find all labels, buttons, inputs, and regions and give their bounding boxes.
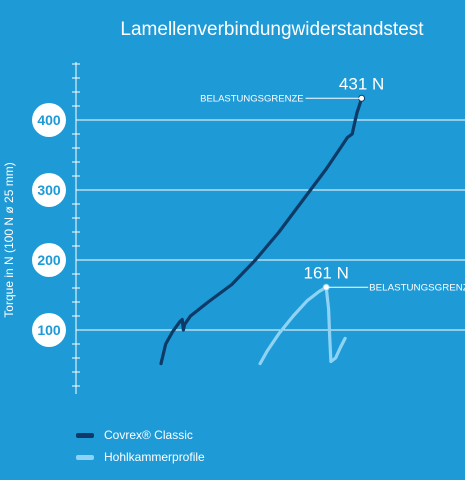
y-tick-label: 300: [37, 182, 61, 198]
series-line-covrex: [159, 96, 364, 366]
annotation-label: BELASTUNGSGRENZE: [200, 93, 303, 104]
chart: Lamellenverbindungwiderstandstest Torque…: [2, 19, 465, 394]
y-tick-label: 200: [37, 252, 61, 268]
legend-label-hohlkammer: Hohlkammerprofile: [104, 450, 205, 464]
legend-swatch-covrex: [76, 432, 94, 438]
y-tick-badge: [32, 103, 66, 137]
legend-label-covrex: Covrex® Classic: [104, 428, 193, 442]
peak-value-label: 161 N: [304, 263, 349, 282]
legend-item-hohlkammer: Hohlkammerprofile: [76, 446, 205, 468]
series-line-hohlkammer: [258, 285, 347, 366]
annotation-label: BELASTUNGSGRENZE: [369, 282, 465, 293]
chart-title: Lamellenverbindungwiderstandstest: [120, 19, 424, 40]
y-tick-badge: [32, 173, 66, 207]
y-tick-label: 100: [37, 322, 61, 338]
peak-value-label: 431 N: [339, 74, 384, 93]
y-tick: 200: [32, 243, 66, 277]
y-tick: 300: [32, 173, 66, 207]
y-tick: 100: [32, 313, 66, 347]
y-tick: 400: [32, 103, 66, 137]
legend-swatch-hohlkammer: [76, 454, 94, 460]
y-tick-badge: [32, 313, 66, 347]
legend: Covrex® Classic Hohlkammerprofile: [76, 424, 205, 468]
y-axis-label: Torque in N (100 N ø 25 mm): [2, 162, 16, 317]
legend-item-covrex: Covrex® Classic: [76, 424, 205, 446]
y-tick-badge: [32, 243, 66, 277]
y-tick-label: 400: [37, 112, 61, 128]
